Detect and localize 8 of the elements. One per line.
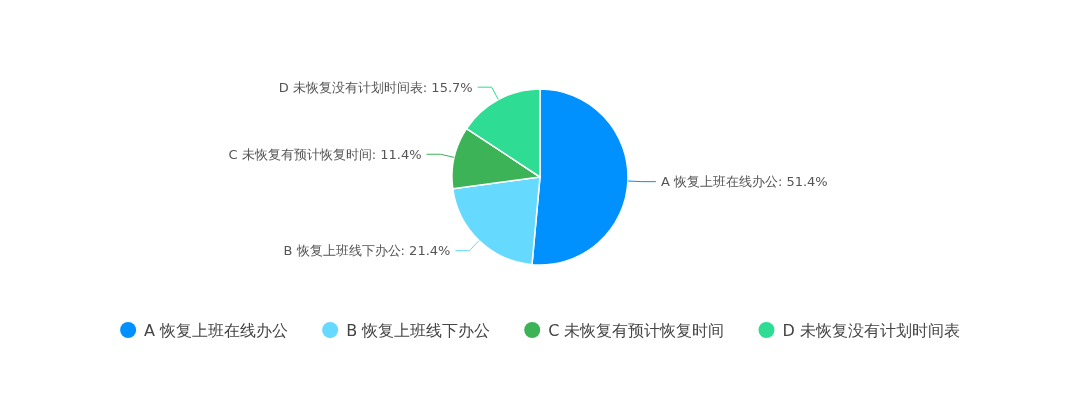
- legend-label: D 未恢复没有计划时间表: [782, 321, 960, 340]
- data-label: A 恢复上班在线办公: 51.4%: [660, 174, 828, 190]
- legend-label: A 恢复上班在线办公: [144, 321, 289, 340]
- data-label: B 恢复上班线下办公: 21.4%: [283, 243, 451, 259]
- legend-label: B 恢复上班线下办公: [346, 321, 491, 340]
- data-label: C 未恢复有预计恢复时间: 11.4%: [228, 146, 422, 162]
- legend-label: C 未恢复有预计恢复时间: [548, 321, 725, 340]
- data-label: D 未恢复没有计划时间表: 15.7%: [278, 79, 473, 95]
